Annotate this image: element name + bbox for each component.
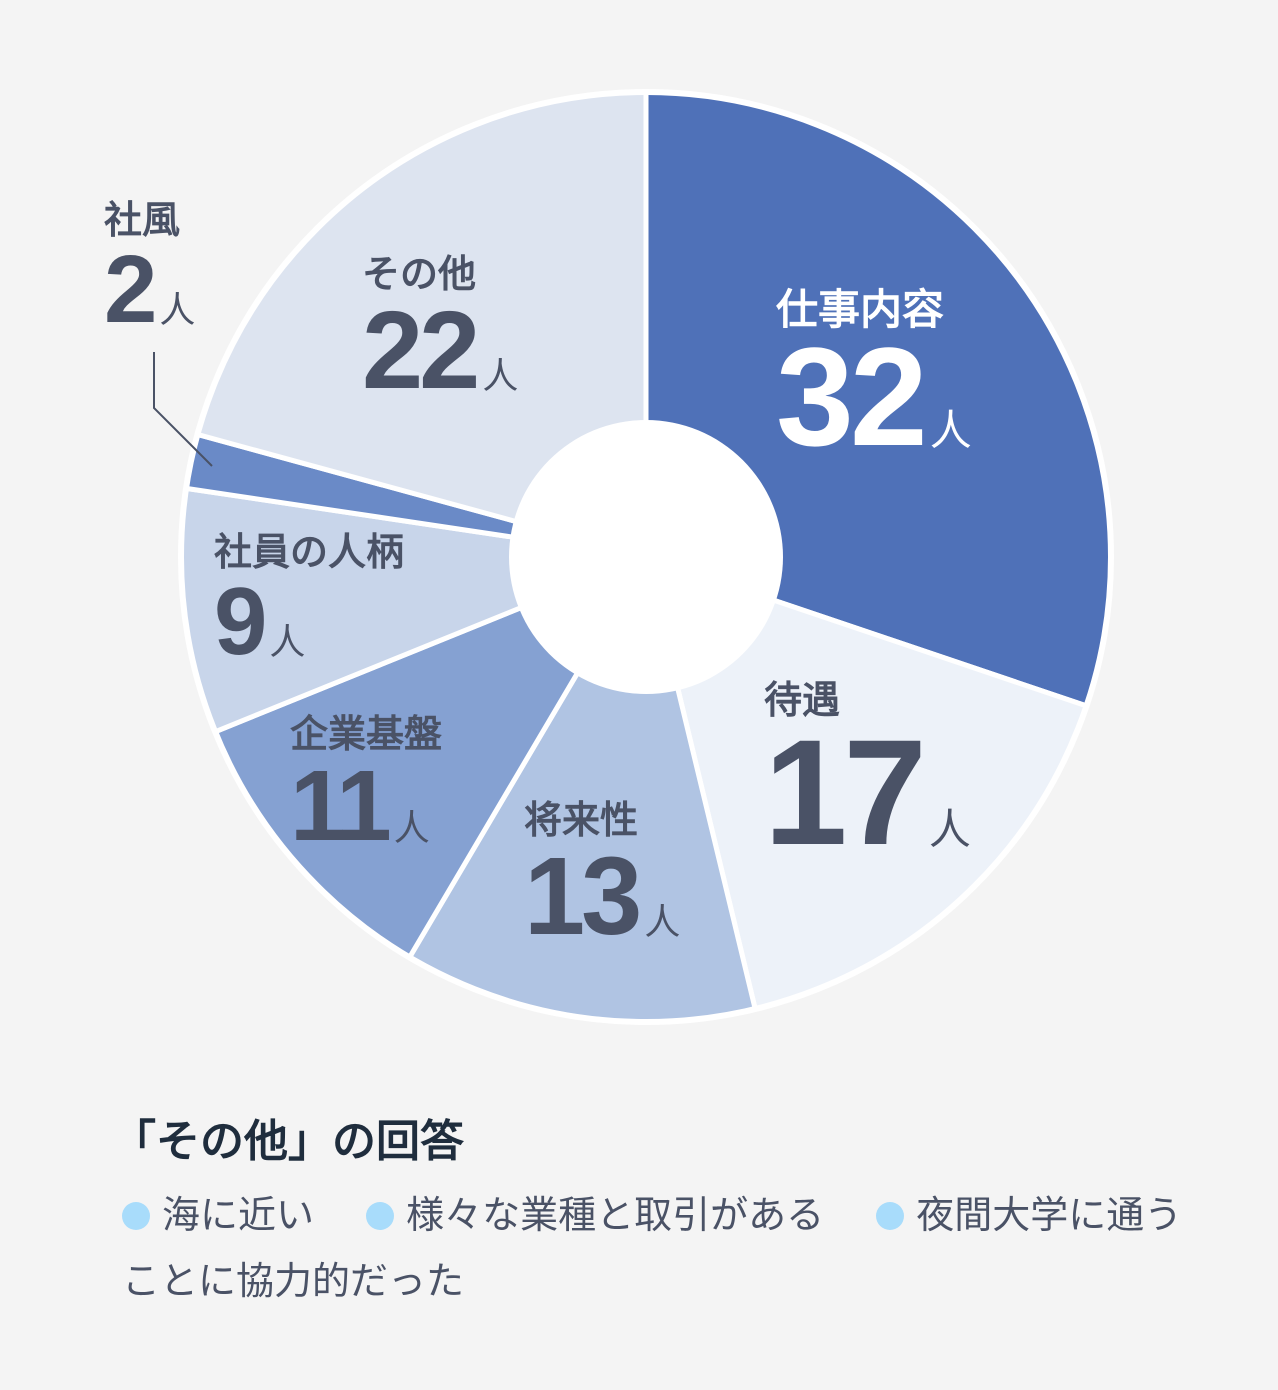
bullet-dot-icon xyxy=(122,1202,150,1230)
donut-hole xyxy=(509,420,783,694)
other-answers-list: 海に近い 様々な業種と取引がある 夜間大学に通うことに協力的だった xyxy=(122,1182,1202,1314)
outer-ring xyxy=(178,89,1114,1025)
label-kigyou-kiban: 企業基盤 11 人 xyxy=(290,712,443,862)
donut-chart xyxy=(153,89,1114,1025)
answer-item: 夜間大学に通うことに協力的だった xyxy=(122,1193,1183,1303)
answer-item: 海に近い xyxy=(122,1193,314,1237)
bullet-dot-icon xyxy=(876,1202,905,1230)
label-taiguu: 待遇 17 人 xyxy=(764,678,971,876)
answer-item: 様々な業種と取引がある xyxy=(366,1193,824,1237)
other-answers-title: 「その他」の回答 xyxy=(112,1116,464,1167)
bullet-dot-icon xyxy=(366,1202,395,1230)
label-sonota: その他 22 人 xyxy=(362,252,519,412)
label-shigoto-naiyou: 仕事内容 32 人 xyxy=(776,285,972,475)
label-shouraisei: 将来性 13 人 xyxy=(524,798,681,958)
leader-line-shafu xyxy=(153,352,213,467)
